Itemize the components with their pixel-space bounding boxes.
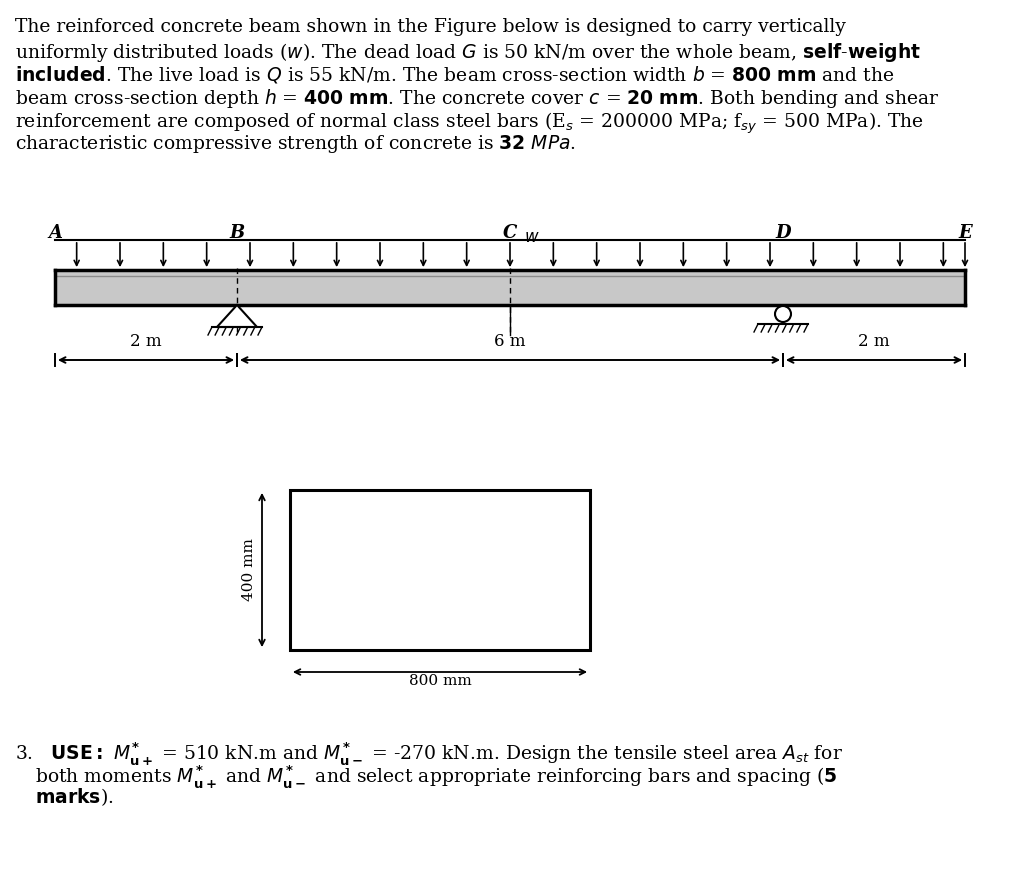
Text: The reinforced concrete beam shown in the Figure below is designed to carry vert: The reinforced concrete beam shown in th… <box>15 18 846 36</box>
Text: D: D <box>775 224 791 242</box>
Text: beam cross-section depth $h$ = $\mathbf{400}$ $\mathbf{mm}$. The concrete cover : beam cross-section depth $h$ = $\mathbf{… <box>15 87 940 110</box>
Text: 400 mm: 400 mm <box>242 538 256 602</box>
Text: characteristic compressive strength of concrete is $\mathbf{32}$ $\mathbf{\mathi: characteristic compressive strength of c… <box>15 133 575 155</box>
Text: 800 mm: 800 mm <box>409 674 471 688</box>
Bar <box>55 270 965 305</box>
Text: $w$: $w$ <box>524 229 540 246</box>
Text: A: A <box>48 224 62 242</box>
Text: 3.   $\mathbf{USE:}$ $\mathbf{\mathit{M}}$$\mathbf{^*_{u+}}$ = 510 kN.m and $\ma: 3. $\mathbf{USE:}$ $\mathbf{\mathit{M}}$… <box>15 740 843 767</box>
Text: 2 m: 2 m <box>130 333 162 350</box>
Text: B: B <box>229 224 245 242</box>
Text: 2 m: 2 m <box>858 333 890 350</box>
Text: both moments $\mathbf{\mathit{M}}$$\mathbf{^*_{u+}}$ and $\mathbf{\mathit{M}}$$\: both moments $\mathbf{\mathit{M}}$$\math… <box>35 763 838 790</box>
Bar <box>290 490 590 650</box>
Text: $\mathbf{marks}$).: $\mathbf{marks}$). <box>35 786 114 808</box>
Circle shape <box>775 306 791 322</box>
Text: 6 m: 6 m <box>495 333 525 350</box>
Polygon shape <box>217 305 257 327</box>
Text: $\mathbf{included}$. The live load is $Q$ is 55 kN/m. The beam cross-section wid: $\mathbf{included}$. The live load is $Q… <box>15 64 895 85</box>
Text: E: E <box>958 224 972 242</box>
Text: C: C <box>503 224 517 242</box>
Text: reinforcement are composed of normal class steel bars (E$_s$ = 200000 MPa; f$_{s: reinforcement are composed of normal cla… <box>15 110 924 136</box>
Text: uniformly distributed loads ($w$). The dead load $G$ is 50 kN/m over the whole b: uniformly distributed loads ($w$). The d… <box>15 41 921 64</box>
